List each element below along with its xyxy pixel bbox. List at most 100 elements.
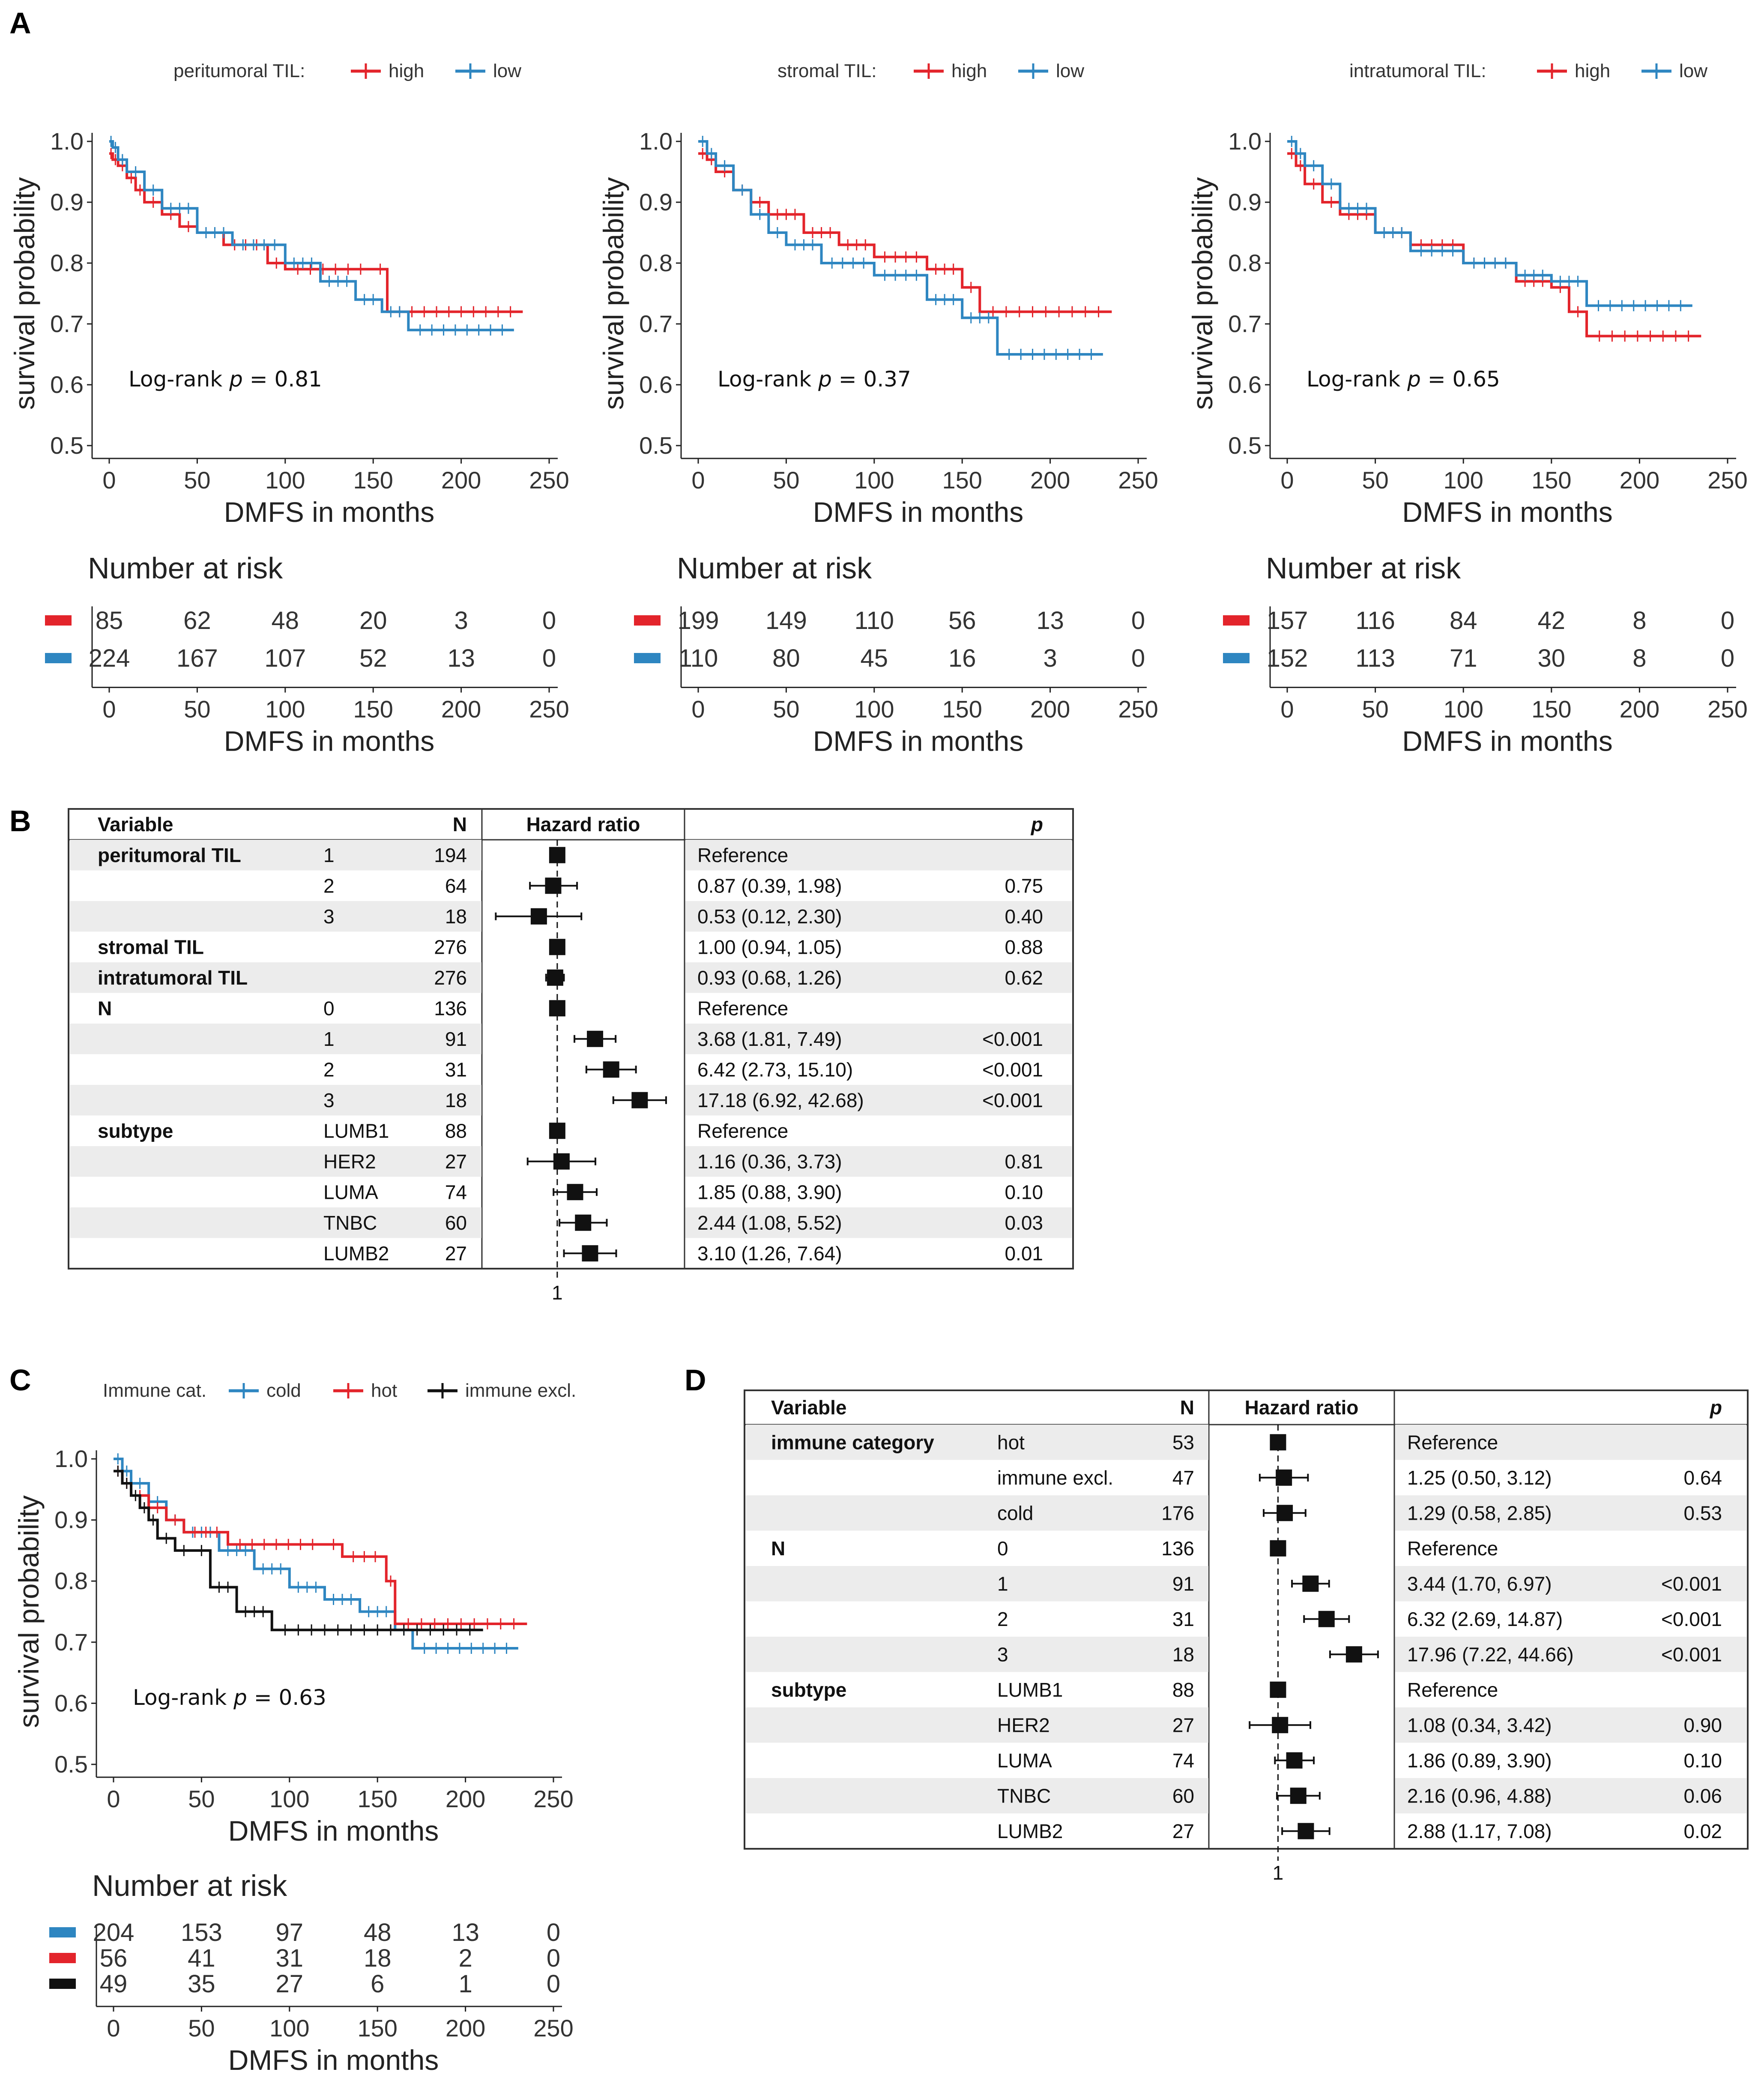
risk-value: 152 (1267, 644, 1308, 672)
risk-value: 41 (188, 1944, 215, 1972)
row-level: LUMB2 (323, 1242, 389, 1264)
x-tick-label: 200 (445, 1785, 485, 1812)
row-level: 2 (323, 874, 335, 897)
series-line-high (109, 152, 523, 313)
row-n: 88 (445, 1120, 467, 1142)
x-tick-label: 250 (529, 467, 569, 494)
panel-label-d: D (685, 1363, 706, 1397)
row-p-value: <0.001 (982, 1058, 1043, 1081)
row-n: 18 (1172, 1643, 1194, 1665)
header-variable: Variable (98, 813, 173, 835)
row-stripe (70, 1085, 481, 1116)
x-tick-label: 150 (353, 467, 393, 494)
row-n: 276 (434, 967, 467, 989)
risk-value: 0 (547, 1919, 560, 1946)
x-axis-title: DMFS in months (1402, 496, 1612, 528)
x-axis-title: DMFS in months (228, 1815, 439, 1847)
hr-point (547, 969, 563, 986)
risk-value: 3 (1043, 644, 1057, 672)
risk-x-tick-label: 100 (1443, 695, 1483, 722)
hr-point (1318, 1611, 1335, 1627)
risk-value: 113 (1355, 644, 1395, 672)
row-level: immune excl. (997, 1467, 1113, 1489)
row-level: 1 (323, 1028, 335, 1050)
x-axis-title: DMFS in months (813, 496, 1023, 528)
row-estimate-text: 3.68 (1.81, 7.49) (697, 1028, 842, 1050)
risk-value: 80 (772, 644, 800, 672)
table-frame (68, 808, 1074, 1270)
km-plot-0: peritumoral TIL: high low 0.5 0.6 0.7 0.8 0.9 1.… (9, 60, 569, 757)
x-axis-title: DMFS in months (224, 496, 434, 528)
risk-row-swatch (45, 653, 72, 663)
header-n: N (453, 813, 467, 835)
x-tick-label: 0 (107, 1785, 120, 1812)
row-n: 31 (1172, 1608, 1194, 1630)
row-p-value: <0.001 (1661, 1572, 1722, 1595)
y-axis-title: survival probability (598, 177, 629, 410)
row-p-value: 0.01 (1005, 1242, 1043, 1264)
x-tick-label: 100 (854, 467, 894, 494)
row-stripe (1395, 1425, 1746, 1460)
header-hazard-ratio: Hazard ratio (1245, 1396, 1359, 1419)
risk-value: 13 (451, 1919, 479, 1946)
y-tick-label: 0.8 (50, 249, 84, 276)
row-stripe (685, 1146, 1072, 1177)
y-tick-label: 0.5 (639, 432, 673, 459)
risk-table-title: Number at risk (88, 551, 283, 585)
legend: peritumoral TIL: high low (173, 60, 521, 81)
row-estimate-text: 2.16 (0.96, 4.88) (1407, 1785, 1552, 1807)
y-tick-label: 1.0 (54, 1445, 88, 1472)
header-p: p (1709, 1396, 1722, 1419)
hr-point (587, 1030, 604, 1047)
row-p-value: 0.53 (1683, 1502, 1722, 1524)
y-tick-label: 0.7 (1228, 310, 1262, 337)
row-n: 18 (445, 1089, 467, 1111)
row-n: 27 (445, 1242, 467, 1264)
row-p-value: 0.03 (1005, 1212, 1043, 1234)
legend-label: cold (266, 1380, 301, 1401)
row-estimate-text: 17.18 (6.92, 42.68) (697, 1089, 864, 1111)
legend-label: high (1575, 60, 1610, 81)
risk-x-tick-label: 150 (942, 695, 982, 722)
risk-value: 56 (100, 1944, 128, 1972)
row-level: 1 (997, 1572, 1008, 1595)
row-stripe (70, 1146, 481, 1177)
row-p-value: 0.75 (1005, 874, 1043, 897)
row-estimate-text: 0.93 (0.68, 1.26) (697, 967, 842, 989)
row-stripe (685, 1207, 1072, 1238)
row-estimate-text: 6.32 (2.69, 14.87) (1407, 1608, 1563, 1630)
risk-x-tick-label: 50 (188, 2015, 215, 2042)
series-line-high (1287, 152, 1701, 338)
row-estimate-text: 1.86 (0.89, 3.90) (1407, 1749, 1552, 1772)
row-stripe (1395, 1495, 1746, 1531)
hr-point (1272, 1717, 1289, 1734)
row-level: TNBC (323, 1212, 377, 1234)
risk-x-tick-label: 200 (1030, 695, 1070, 722)
risk-value: 48 (272, 607, 299, 635)
y-tick-label: 0.9 (54, 1506, 88, 1533)
risk-value: 8 (1632, 607, 1646, 635)
y-tick-label: 0.9 (639, 189, 673, 216)
logrank-annotation: Log-rank p = 0.65 (1307, 367, 1500, 392)
risk-row-swatch (49, 1953, 76, 1963)
logrank-annotation: Log-rank p = 0.81 (129, 367, 322, 392)
risk-value: 6 (371, 1970, 384, 1998)
reference-label: 1 (552, 1282, 563, 1304)
y-tick-label: 0.6 (1228, 371, 1262, 398)
row-stripe (685, 840, 1072, 871)
row-stripe (70, 962, 481, 993)
risk-value: 31 (276, 1944, 304, 1972)
risk-value: 35 (188, 1970, 215, 1998)
row-n: 74 (445, 1181, 467, 1203)
risk-x-tick-label: 50 (773, 695, 799, 722)
row-estimate-text: Reference (1407, 1537, 1498, 1560)
x-tick-label: 250 (1118, 467, 1158, 494)
y-tick-label: 0.6 (639, 371, 673, 398)
row-estimate-text: 3.44 (1.70, 6.97) (1407, 1572, 1552, 1595)
y-tick-label: 0.6 (54, 1689, 88, 1716)
hr-point (553, 1153, 570, 1170)
risk-x-tick-label: 100 (265, 695, 305, 722)
risk-table-title: Number at risk (92, 1869, 287, 1902)
risk-x-tick-label: 0 (691, 695, 705, 722)
